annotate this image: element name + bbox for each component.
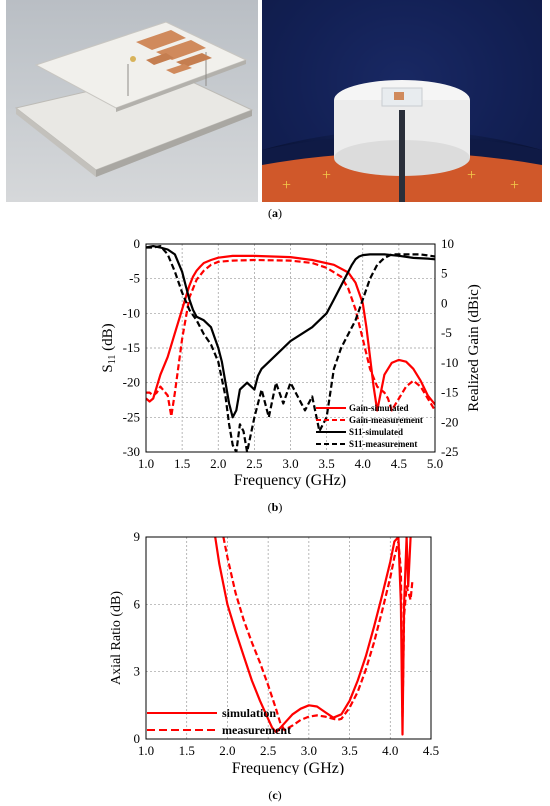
x-tick-label: 1.0 [138, 456, 154, 471]
y-tick-label: -15 [123, 340, 140, 355]
x-tick-label: 4.0 [382, 743, 398, 758]
y-right-tick-label: -25 [441, 444, 458, 459]
series-line-gain-measurement [146, 258, 435, 418]
series-line-simulation [214, 537, 412, 736]
caption-c: (c) [268, 788, 282, 802]
caption-a: (a) [268, 206, 282, 220]
x-tick-label: 3.5 [319, 456, 335, 471]
svg-text:+: + [467, 167, 476, 184]
y-right-tick-label: -20 [441, 414, 458, 429]
x-tick-label: 1.5 [179, 743, 195, 758]
series-line-measurement [222, 537, 414, 732]
svg-text:+: + [510, 177, 519, 194]
legend-label-s11-simulated: S11-simulated [349, 427, 403, 437]
y-right-tick-label: 0 [441, 295, 448, 310]
x-tick-label: 4.5 [391, 456, 407, 471]
y-tick-label: 0 [134, 236, 141, 251]
anechoic-chamber-photo: + + + + [262, 0, 542, 202]
legend-c: simulation measurement [147, 706, 291, 737]
x-axis-label-b: Frequency (GHz) [234, 472, 346, 489]
x-tick-label: 4.5 [423, 743, 439, 758]
legend-label-simulation: simulation [222, 706, 276, 720]
y-axis-label-left-b: S11 (dB) [100, 323, 118, 372]
y-right-tick-label: -5 [441, 325, 452, 340]
x-tick-label: 2.5 [260, 743, 276, 758]
y-tick-label: -10 [123, 305, 140, 320]
y-right-tick-label: 10 [441, 236, 454, 251]
y-tick-label: -5 [129, 271, 140, 286]
y-tick-label: 9 [134, 529, 141, 544]
legend-label-gain-simulated: Gain-simulated [349, 403, 409, 413]
y-axis-label-right-b: Realized Gain (dBic) [466, 284, 482, 411]
axial-ratio-chart: 1.0 1.5 2.0 2.5 3.0 3.5 4.0 4.5 9 6 3 0 simulation … [109, 529, 439, 775]
x-tick-label: 1.5 [174, 456, 190, 471]
y-right-tick-label: -15 [441, 385, 458, 400]
legend-b: Gain-simulated Gain-measurement S11-simu… [316, 403, 423, 449]
plot-frame-b [145, 243, 436, 453]
svg-text:+: + [282, 177, 291, 194]
y-right-tick-label: 5 [441, 266, 448, 281]
y-tick-label: 6 [134, 596, 141, 611]
legend-label-measurement: measurement [222, 723, 291, 737]
s11-gain-chart: 1.0 1.5 2.0 2.5 3.0 3.5 4.0 4.5 5.0 0 -5 -10 -15 -20 -… [100, 236, 482, 489]
svg-text:+: + [322, 167, 331, 184]
antenna-prototype-photo [6, 0, 258, 202]
y-tick-label: -30 [123, 444, 140, 459]
y-tick-label: -20 [123, 375, 140, 390]
caption-b: (b) [267, 500, 283, 514]
legend-label-s11-measurement: S11-measurement [349, 439, 417, 449]
x-axis-label-c: Frequency (GHz) [232, 760, 344, 775]
y-tick-label: 3 [134, 664, 141, 679]
x-tick-label: 2.0 [219, 743, 235, 758]
y-right-tick-label: -10 [441, 355, 458, 370]
x-tick-label: 1.0 [138, 743, 154, 758]
legend-label-gain-measurement: Gain-measurement [349, 415, 423, 425]
y-tick-label: -25 [123, 409, 140, 424]
y-axis-label-c: Axial Ratio (dB) [109, 591, 124, 685]
x-tick-label: 3.0 [282, 456, 298, 471]
x-tick-label: 3.0 [301, 743, 317, 758]
x-tick-label: 3.5 [341, 743, 357, 758]
series-line-s11-measurement [146, 245, 435, 452]
x-tick-label: 2.0 [210, 456, 226, 471]
x-tick-label: 5.0 [427, 456, 443, 471]
series-line-gain-simulated [146, 254, 435, 412]
plot-frame-c [145, 536, 432, 740]
y-tick-label: 0 [134, 731, 141, 746]
x-tick-label: 2.5 [246, 456, 262, 471]
x-tick-label: 4.0 [355, 456, 371, 471]
series-line-s11-simulated [146, 245, 435, 419]
